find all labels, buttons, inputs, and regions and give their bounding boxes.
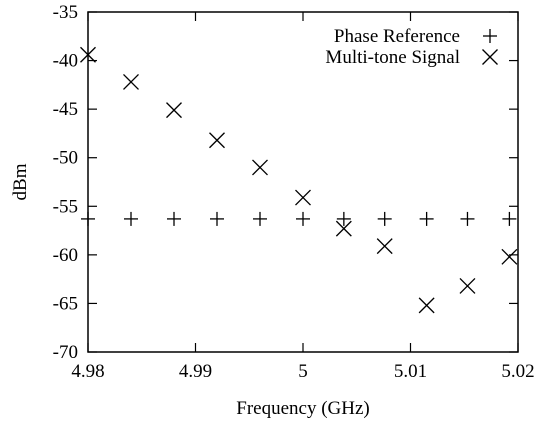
multitone-signal-point: [123, 73, 139, 90]
multitone-signal-point: [418, 297, 435, 314]
x-tick-label: 4.99: [179, 361, 212, 382]
y-tick-label: -35: [53, 2, 78, 23]
multitone-signal-point: [295, 189, 311, 206]
tick-labels: 4.98 4.99 5 5.01 5.02 -70 -65 -60 -55 -50 -45 -40 -3…: [53, 2, 535, 382]
y-tick-label: -40: [53, 51, 78, 72]
legend-marker: [482, 49, 498, 65]
phase-reference-point: [124, 211, 138, 226]
phase-reference-point: [336, 211, 351, 226]
legend-label: Phase Reference: [334, 26, 460, 47]
multitone-signal-point: [459, 277, 476, 294]
x-tick-label: 5.01: [394, 361, 427, 382]
multitone-signal-point: [252, 159, 268, 176]
phase-reference-point: [419, 211, 434, 226]
y-tick-label: -50: [53, 148, 78, 169]
multitone-signal-point: [209, 132, 225, 149]
multitone-signal-point: [376, 238, 393, 255]
x-tick-label: 5.02: [501, 361, 534, 382]
multitone-signal-point: [501, 248, 518, 265]
phase-reference-point: [253, 211, 267, 226]
phase-reference-point: [167, 211, 181, 226]
phase-reference-point: [377, 211, 392, 226]
multitone-signal-point: [335, 220, 352, 237]
y-tick-label: -45: [53, 99, 78, 120]
y-tick-label: -70: [53, 342, 78, 363]
phase-reference-point: [460, 211, 475, 226]
y-axis-label: dBm: [10, 163, 31, 200]
y-tick-label: -55: [53, 196, 78, 217]
legend-label: Multi-tone Signal: [325, 47, 460, 68]
data-marks: [80, 46, 518, 314]
x-tick-label: 5: [298, 361, 308, 382]
x-axis-label: Frequency (GHz): [236, 398, 369, 419]
y-tick-label: -60: [53, 245, 78, 266]
multitone-signal-point: [166, 102, 182, 119]
x-tick-label: 4.98: [71, 361, 104, 382]
y-tick-label: -65: [53, 293, 78, 314]
phase-reference-point: [502, 211, 517, 226]
phase-reference-point: [210, 211, 224, 226]
plot-frame: [87, 11, 519, 353]
phase-reference-point: [296, 211, 310, 226]
legend-marker: [483, 29, 497, 43]
